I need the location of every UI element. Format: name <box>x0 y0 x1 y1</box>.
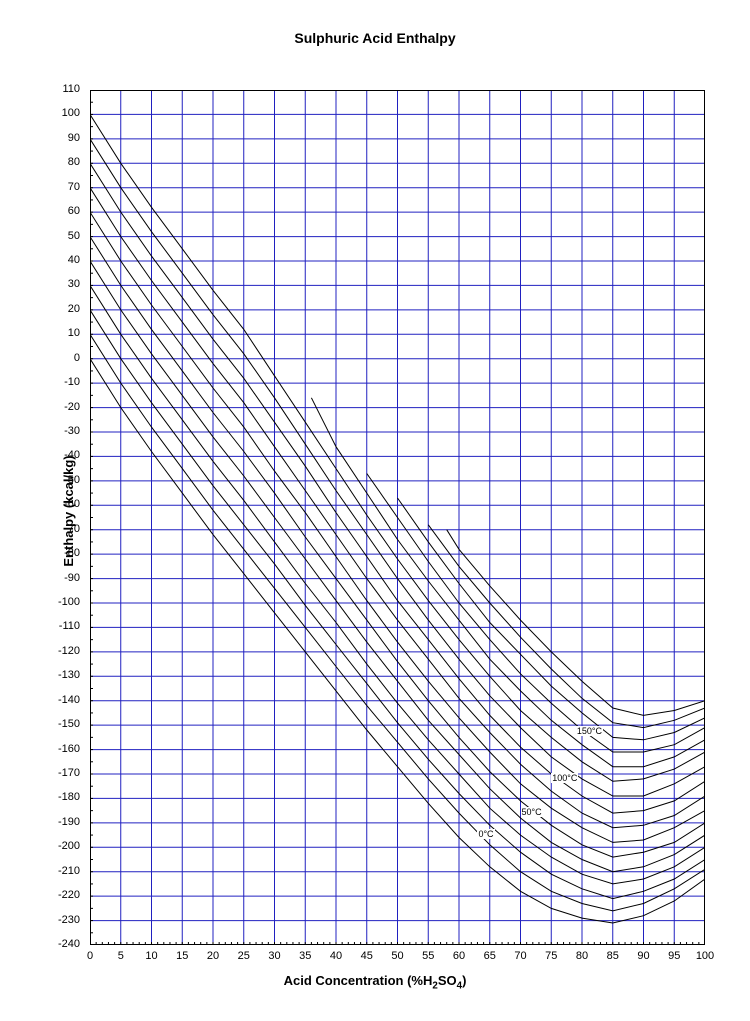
y-tick: 70 <box>40 181 80 193</box>
y-tick: -210 <box>40 865 80 877</box>
x-tick: 90 <box>629 950 659 962</box>
y-tick: 50 <box>40 230 80 242</box>
y-tick: -70 <box>40 523 80 535</box>
y-tick: -220 <box>40 889 80 901</box>
y-tick: -130 <box>40 669 80 681</box>
x-tick: 70 <box>506 950 536 962</box>
y-tick: 10 <box>40 327 80 339</box>
curve-labels: 0°C 50°C 100°C 150°C <box>90 90 705 945</box>
x-tick: 20 <box>198 950 228 962</box>
x-tick: 40 <box>321 950 351 962</box>
x-tick: 75 <box>536 950 566 962</box>
curve-label: 0°C <box>477 829 494 839</box>
y-tick: -90 <box>40 572 80 584</box>
y-tick: -110 <box>40 620 80 632</box>
y-tick: -10 <box>40 376 80 388</box>
chart-title: Sulphuric Acid Enthalpy <box>0 30 750 46</box>
y-tick: -170 <box>40 767 80 779</box>
plot-area: -240-230-220-210-200-190-180-170-160-150… <box>90 90 705 945</box>
y-tick: 90 <box>40 132 80 144</box>
y-tick: -240 <box>40 938 80 950</box>
x-tick: 80 <box>567 950 597 962</box>
y-tick: -30 <box>40 425 80 437</box>
x-tick: 85 <box>598 950 628 962</box>
x-tick: 100 <box>690 950 720 962</box>
y-tick: 60 <box>40 205 80 217</box>
y-tick: 0 <box>40 352 80 364</box>
y-tick: -140 <box>40 694 80 706</box>
y-tick: 40 <box>40 254 80 266</box>
x-tick: 15 <box>167 950 197 962</box>
y-tick: 20 <box>40 303 80 315</box>
y-tick: 30 <box>40 278 80 290</box>
y-tick: -230 <box>40 914 80 926</box>
x-tick: 60 <box>444 950 474 962</box>
y-tick: -20 <box>40 401 80 413</box>
y-tick: -100 <box>40 596 80 608</box>
x-tick: 25 <box>229 950 259 962</box>
y-tick: -200 <box>40 840 80 852</box>
x-axis-label: Acid Concentration (%H2SO4) <box>0 973 750 992</box>
x-tick: 10 <box>137 950 167 962</box>
curve-label: 150°C <box>576 726 603 736</box>
y-tick: 100 <box>40 107 80 119</box>
y-tick: -160 <box>40 743 80 755</box>
curve-label: 100°C <box>551 773 578 783</box>
x-tick: 35 <box>290 950 320 962</box>
page: Sulphuric Acid Enthalpy Enthalpy (kcal/k… <box>0 0 750 1021</box>
y-tick: 110 <box>40 83 80 95</box>
x-tick: 5 <box>106 950 136 962</box>
y-tick-labels: -240-230-220-210-200-190-180-170-160-150… <box>40 90 85 945</box>
x-tick: 0 <box>75 950 105 962</box>
y-tick: -60 <box>40 498 80 510</box>
curve-label: 50°C <box>521 807 543 817</box>
y-tick: -190 <box>40 816 80 828</box>
x-tick: 50 <box>383 950 413 962</box>
x-tick: 45 <box>352 950 382 962</box>
x-tick: 95 <box>659 950 689 962</box>
x-tick: 55 <box>413 950 443 962</box>
y-tick: -150 <box>40 718 80 730</box>
y-tick: -50 <box>40 474 80 486</box>
x-tick: 65 <box>475 950 505 962</box>
y-tick: -40 <box>40 449 80 461</box>
y-tick: -180 <box>40 791 80 803</box>
y-tick: -80 <box>40 547 80 559</box>
x-tick: 30 <box>260 950 290 962</box>
y-tick: -120 <box>40 645 80 657</box>
y-tick: 80 <box>40 156 80 168</box>
